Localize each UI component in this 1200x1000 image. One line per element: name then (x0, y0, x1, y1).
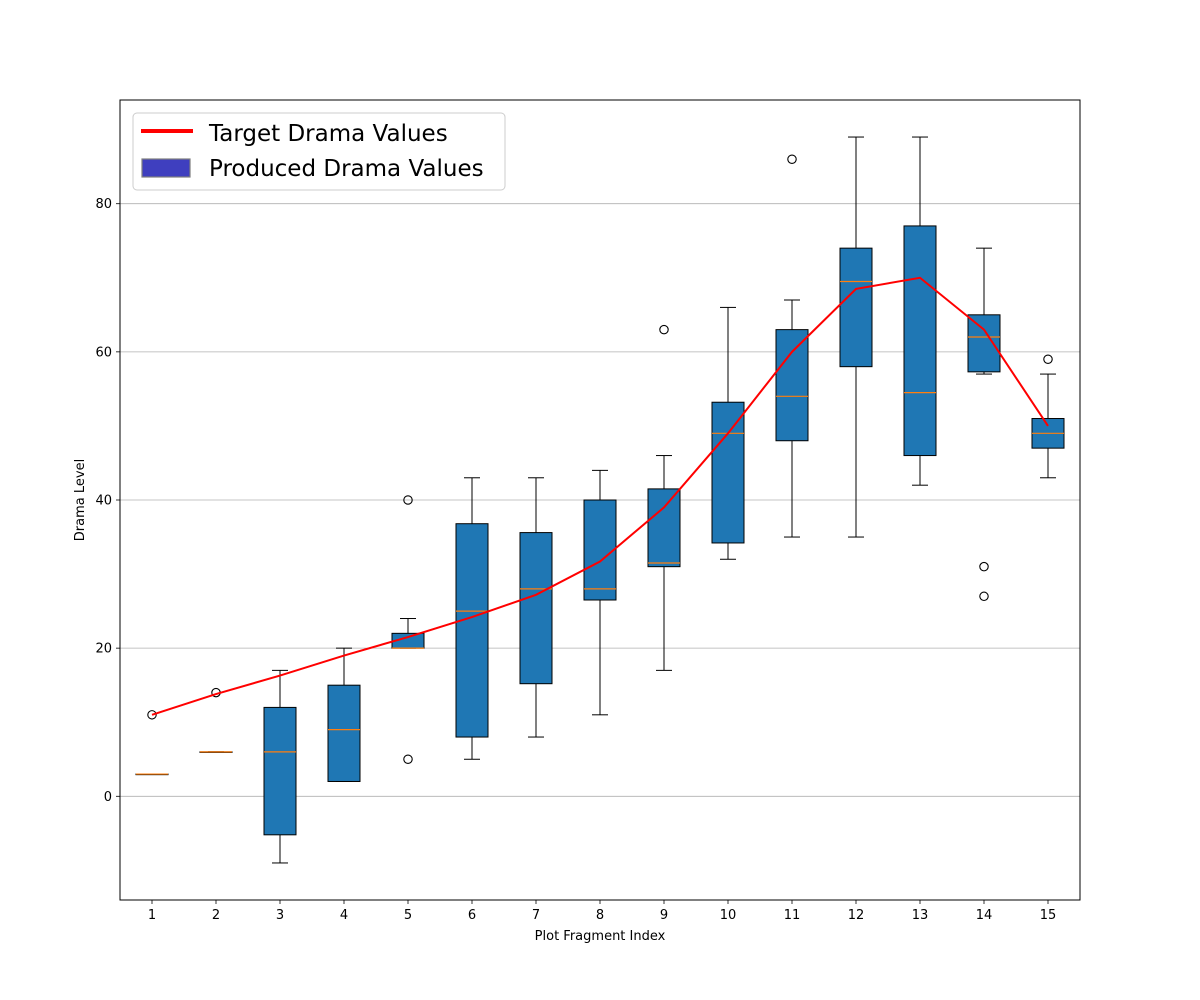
outlier-point (147, 710, 157, 720)
x-tick-label: 13 (912, 908, 929, 923)
box-11 (775, 154, 809, 538)
box-14 (967, 247, 1001, 602)
box-body (711, 401, 745, 544)
outlier-point (403, 495, 413, 505)
outlier-point (979, 591, 989, 602)
outlier-point (787, 154, 797, 165)
box-15 (1031, 354, 1065, 479)
x-tick-label: 15 (1040, 908, 1057, 923)
box-8 (583, 469, 617, 716)
outlier-point (979, 561, 989, 572)
box-12 (839, 136, 873, 538)
box-body (455, 523, 489, 738)
legend-label-target: Target Drama Values (208, 121, 448, 147)
x-axis-label: Plot Fragment Index (535, 929, 666, 944)
x-tick-label: 14 (976, 908, 993, 923)
box-body (327, 684, 361, 782)
box-body (519, 532, 553, 685)
box-3 (263, 669, 297, 864)
outlier-point (659, 324, 669, 335)
box-series (135, 136, 1065, 864)
box-2 (199, 687, 233, 753)
box-5 (391, 495, 425, 765)
outlier-point (403, 754, 413, 765)
y-tick-label: 40 (95, 494, 112, 509)
x-tick-label: 10 (720, 908, 737, 923)
y-tick-label: 80 (95, 197, 112, 212)
x-tick-label: 8 (596, 908, 604, 923)
box-6 (455, 477, 489, 760)
legend-frame (132, 112, 506, 191)
box-body (583, 499, 617, 601)
legend-label-produced: Produced Drama Values (209, 156, 484, 182)
legend-patch-swatch (141, 158, 191, 178)
box-1 (135, 710, 169, 776)
box-body (903, 225, 937, 457)
box-4 (327, 647, 361, 782)
target-drama-line (151, 276, 1049, 716)
box-body (967, 314, 1001, 373)
x-tick-label: 12 (848, 908, 865, 923)
x-axis-ticks: 1 2 3 4 5 6 7 8 9 10 11 12 13 14 15 (148, 900, 1056, 923)
x-tick-label: 11 (784, 908, 801, 923)
target-line-layer (151, 276, 1049, 716)
x-tick-label: 4 (340, 908, 348, 923)
x-tick-label: 6 (468, 908, 476, 923)
y-tick-label: 0 (104, 790, 112, 805)
y-tick-label: 20 (95, 642, 112, 657)
box-13 (903, 136, 937, 486)
box-7 (519, 477, 553, 738)
box-body (263, 706, 297, 836)
x-tick-label: 3 (276, 908, 284, 923)
y-axis-label: Drama Level (73, 459, 88, 541)
y-axis-ticks: 0 20 40 60 80 (95, 197, 120, 805)
y-tick-label: 60 (95, 345, 112, 360)
x-tick-label: 9 (660, 908, 668, 923)
x-tick-label: 1 (148, 908, 156, 923)
box-body (647, 488, 681, 568)
legend: Target Drama Values Produced Drama Values (132, 112, 506, 191)
x-tick-label: 2 (212, 908, 220, 923)
x-tick-label: 5 (404, 908, 412, 923)
box-10 (711, 306, 745, 560)
box-body (839, 247, 873, 368)
x-tick-label: 7 (532, 908, 540, 923)
outlier-point (1043, 354, 1053, 365)
box-9 (647, 324, 681, 671)
box-body (775, 329, 809, 442)
